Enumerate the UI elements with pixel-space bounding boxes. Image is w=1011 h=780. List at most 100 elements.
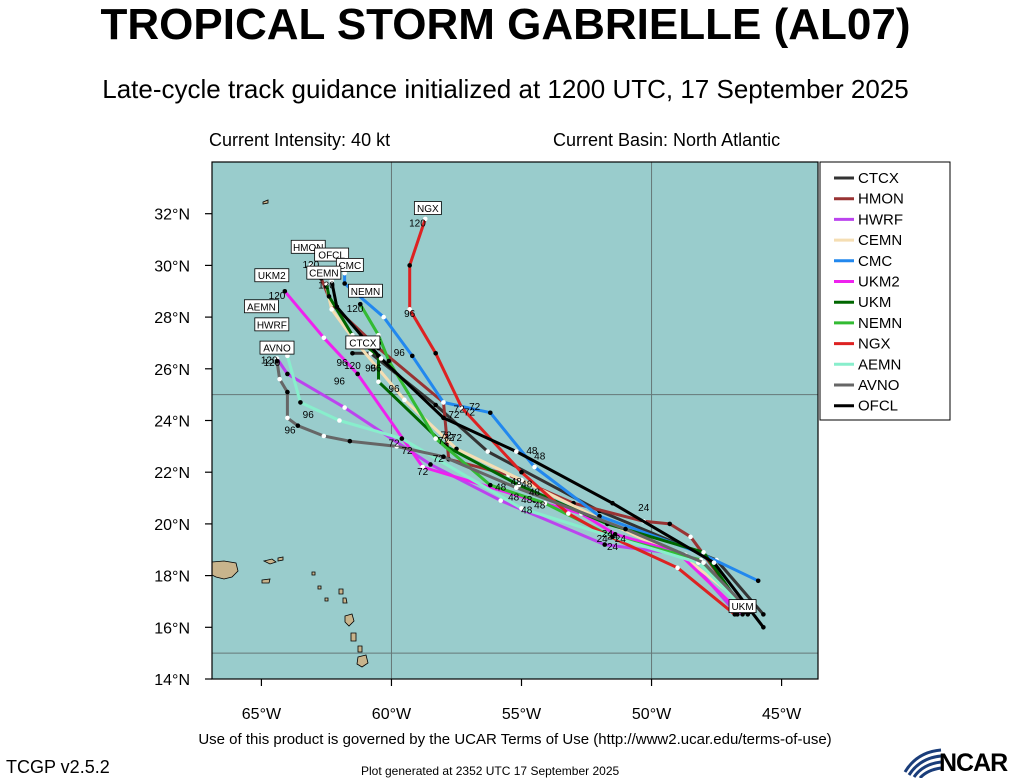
track-point — [711, 560, 717, 565]
lat-tick-label: 20°N — [154, 517, 190, 534]
island — [324, 597, 329, 602]
hour-label: 48 — [521, 506, 533, 517]
track-point — [433, 436, 438, 441]
track-point — [441, 454, 446, 459]
hour-label: 48 — [495, 482, 507, 493]
hour-label: 96 — [404, 309, 416, 320]
hour-label: 72 — [443, 433, 455, 444]
track-point — [342, 281, 347, 286]
end-label: AVNO — [263, 344, 291, 355]
hour-label: 120 — [318, 281, 335, 292]
lon-tick-label: 50°W — [632, 706, 672, 723]
end-label: UKM2 — [258, 271, 286, 282]
track-point — [381, 314, 386, 320]
version-label: TCGP v2.5.2 — [6, 757, 110, 777]
track-point — [274, 358, 280, 364]
legend-entry: AEMN — [858, 356, 901, 373]
map-title: TROPICAL STORM GABRIELLE (AL07) — [100, 0, 911, 49]
plot-generated-time: Plot generated at 2352 UTC 17 September … — [361, 764, 620, 778]
hour-label: 48 — [534, 500, 546, 511]
track-point — [282, 288, 288, 294]
track-point — [514, 485, 519, 491]
lon-tick-label: 45°W — [762, 706, 802, 723]
hour-label: 72 — [464, 407, 476, 418]
lon-tick-label: 60°W — [372, 706, 412, 723]
track-point — [342, 270, 347, 276]
track-point — [610, 534, 615, 540]
track-point — [487, 482, 493, 488]
hour-label: 120 — [269, 291, 286, 302]
track-point — [402, 397, 407, 403]
track-point — [334, 304, 340, 310]
track-aemn — [285, 354, 750, 614]
track-point — [355, 371, 360, 377]
legend-entry: NGX — [858, 336, 891, 353]
end-label: NGX — [417, 204, 439, 215]
end-label-box — [254, 317, 290, 332]
hour-label: 96 — [394, 348, 406, 359]
track-point — [324, 281, 329, 286]
end-label: UKM — [731, 602, 753, 613]
track-point — [329, 307, 334, 312]
legend-entry: CMC — [858, 253, 892, 270]
island — [262, 199, 269, 205]
hour-label: 24 — [602, 529, 614, 540]
hour-label: 72 — [469, 402, 481, 413]
track-point — [298, 400, 303, 405]
track-point — [623, 526, 628, 532]
island — [350, 632, 357, 642]
track-point — [428, 462, 433, 467]
track-point — [761, 625, 766, 630]
track-point — [409, 353, 415, 359]
track-point — [519, 477, 524, 483]
hour-label: 72 — [388, 438, 400, 449]
track-point — [326, 294, 332, 299]
hour-label: 24 — [607, 542, 619, 553]
track-point — [407, 307, 412, 312]
hour-label: 120 — [344, 361, 361, 372]
track-point — [688, 534, 693, 540]
hour-label: 72 — [438, 436, 450, 447]
track-point — [433, 402, 438, 408]
end-label-box — [244, 299, 279, 314]
end-label-box — [348, 283, 383, 298]
track-point — [420, 464, 425, 470]
track-ukm — [324, 282, 747, 614]
track-point — [350, 350, 355, 356]
end-label-box — [728, 599, 757, 614]
lat-tick-label: 26°N — [154, 362, 190, 379]
lat-tick-label: 28°N — [154, 310, 190, 327]
track-point — [337, 418, 342, 423]
hour-label: 120 — [347, 304, 364, 315]
end-label-box — [306, 265, 342, 280]
track-point — [487, 410, 493, 416]
end-label: OFCL — [318, 251, 345, 262]
end-label-box — [314, 247, 350, 262]
island — [262, 558, 277, 565]
ncar-wave-icon — [903, 748, 942, 778]
track-point — [277, 376, 282, 382]
island — [357, 645, 363, 653]
track-point — [433, 350, 438, 356]
legend-entry: CTCX — [858, 170, 899, 187]
track-point — [357, 301, 363, 307]
track-point — [519, 506, 524, 511]
hour-label: 48 — [526, 446, 538, 457]
island — [317, 585, 322, 590]
current-intensity: Current Intensity: 40 kt — [209, 130, 391, 150]
track-point — [422, 216, 428, 222]
hour-label: 96 — [388, 384, 400, 395]
track-point — [514, 449, 519, 454]
end-label-box — [413, 201, 442, 215]
island — [342, 597, 348, 604]
legend-entry: CEMN — [858, 232, 902, 249]
end-label: AEMN — [247, 302, 276, 313]
hour-label: 96 — [334, 376, 346, 387]
track-point — [542, 500, 548, 506]
ncar-logo-text: NCAR — [939, 749, 1008, 777]
track-point — [399, 436, 405, 441]
legend-entry: NEMN — [858, 315, 902, 332]
lat-tick-label: 16°N — [154, 620, 190, 637]
legend: CTCX HMON HWRF CEMN CMC UKM2 UKM NEMN NGX AEMN AVN… — [819, 161, 951, 421]
